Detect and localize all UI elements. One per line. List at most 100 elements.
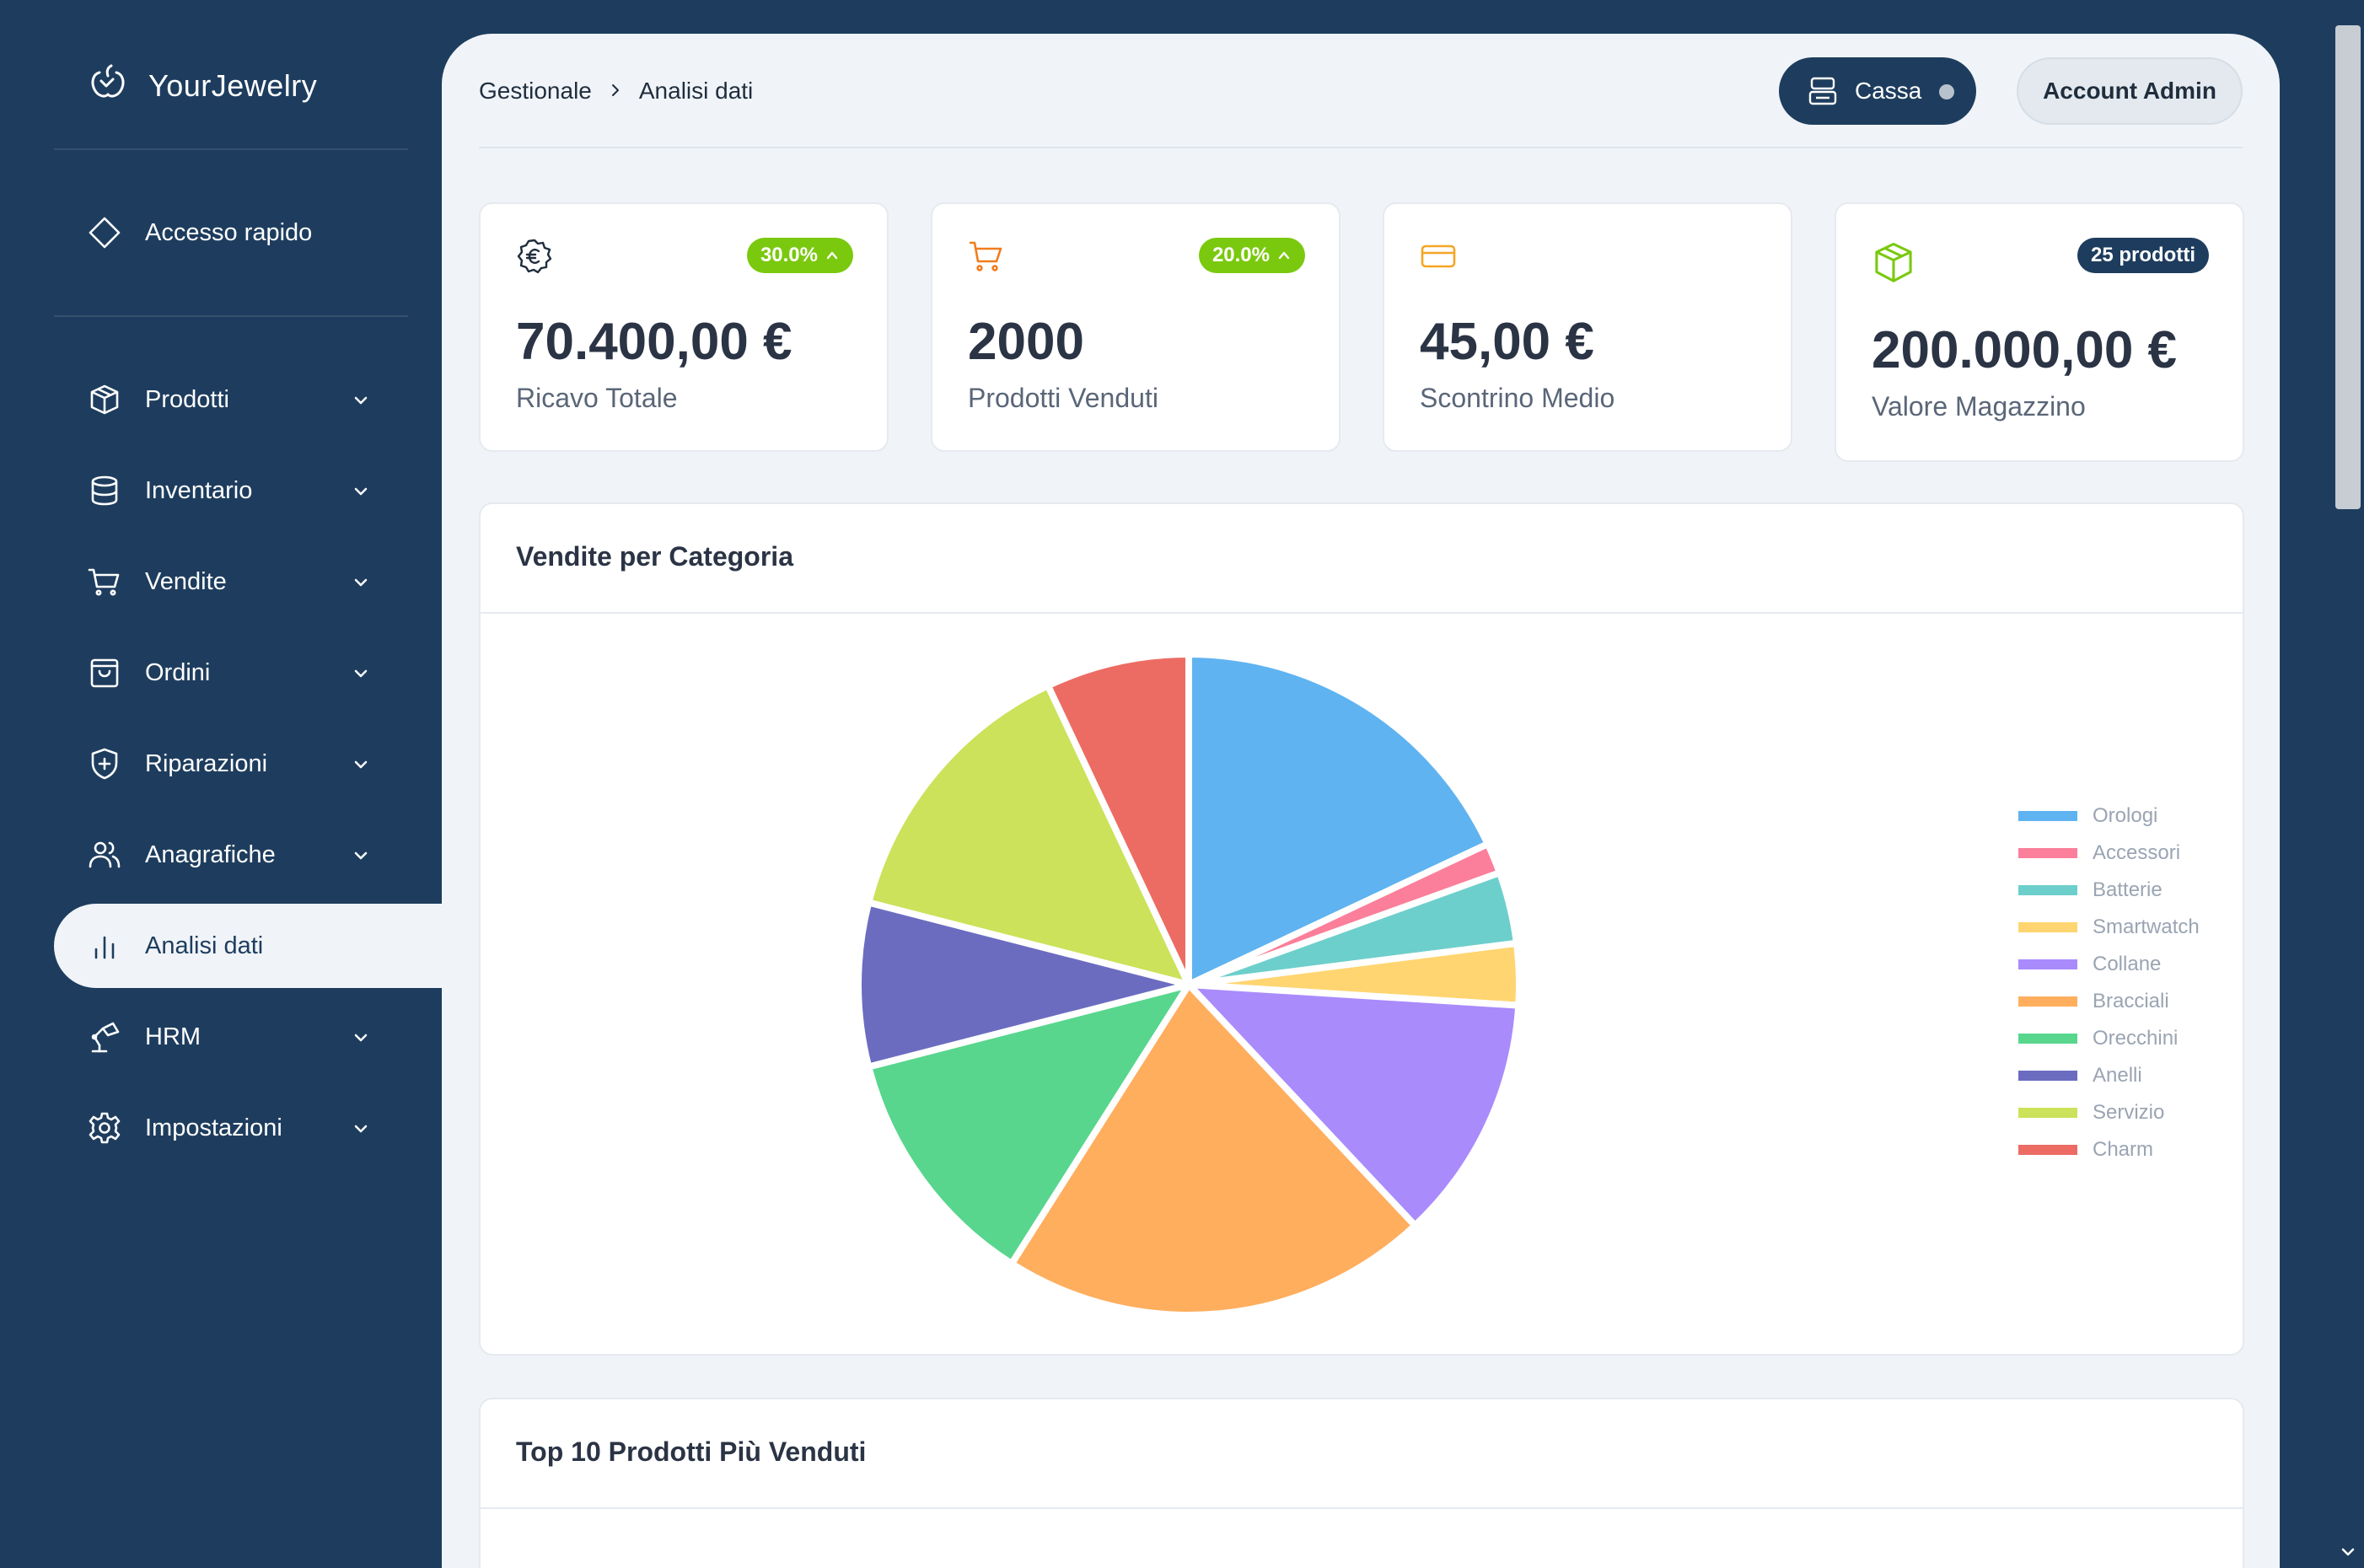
stat-label: Scontrino Medio <box>1420 383 1615 413</box>
sidebar-item-label: Riparazioni <box>145 750 268 777</box>
legend-label: Orologi <box>2093 804 2158 827</box>
sidebar-item-label: Ordini <box>145 659 211 686</box>
legend-item-orologi[interactable]: Orologi <box>2018 799 2157 833</box>
pie-slice-charm[interactable] <box>1045 651 1192 988</box>
legend-label: Anelli <box>2093 1064 2142 1087</box>
sidebar-item-anagrafiche[interactable]: Anagrafiche <box>54 813 442 897</box>
legend-label: Orecchini <box>2093 1027 2179 1050</box>
legend-item-accessori[interactable]: Accessori <box>2018 836 2180 870</box>
chevron-down-icon <box>351 481 371 501</box>
bar-chart-icon <box>88 929 121 963</box>
growth-badge: 30.0% <box>746 238 853 273</box>
pie-slice-collane[interactable] <box>1185 981 1523 1229</box>
app-logo[interactable]: YourJewelry <box>88 61 317 111</box>
sidebar-item-hrm[interactable]: HRM <box>54 995 442 1079</box>
scrollbar-thumb[interactable] <box>2335 25 2361 509</box>
legend-item-bracciali[interactable]: Bracciali <box>2018 985 2169 1018</box>
legend-label: Bracciali <box>2093 990 2169 1012</box>
cassa-label: Cassa <box>1855 78 1922 104</box>
section-title: Vendite per Categoria <box>516 541 793 572</box>
legend-swatch <box>2018 1071 2077 1081</box>
credit-card-icon <box>1420 238 1457 275</box>
chevron-down-icon <box>351 663 371 683</box>
legend-swatch <box>2018 996 2077 1007</box>
chevron-down-icon <box>351 754 371 774</box>
pie-slice-orecchini[interactable] <box>865 981 1192 1267</box>
cassa-button[interactable]: Cassa <box>1779 57 1976 125</box>
section-title: Top 10 Prodotti Più Venduti <box>516 1436 867 1467</box>
breadcrumb-item-gestionale[interactable]: Gestionale <box>479 78 592 104</box>
legend-item-anelli[interactable]: Anelli <box>2018 1059 2142 1093</box>
legend-swatch <box>2018 1034 2077 1044</box>
account-admin-button[interactable]: Account Admin <box>2017 57 2243 125</box>
legend-item-charm[interactable]: Charm <box>2018 1133 2153 1167</box>
users-icon <box>88 838 121 872</box>
chevron-down-icon <box>351 1027 371 1047</box>
cart-icon <box>88 565 121 599</box>
database-icon <box>88 474 121 507</box>
sidebar-item-label: Prodotti <box>145 386 229 413</box>
sidebar-item-impostazioni[interactable]: Impostazioni <box>54 1086 442 1170</box>
legend-label: Batterie <box>2093 878 2163 901</box>
sidebar-divider <box>54 315 408 317</box>
pie-slice-anelli[interactable] <box>855 899 1192 1071</box>
stat-value: 200.000,00 € <box>1872 321 2178 379</box>
stat-value: 70.400,00 € <box>516 313 792 371</box>
header-divider <box>479 147 2243 148</box>
sidebar-item-label: Anagrafiche <box>145 841 276 868</box>
package-icon <box>88 383 121 416</box>
pie-slice-orologi[interactable] <box>1185 651 1491 988</box>
diamond-icon <box>88 216 121 250</box>
gear-icon <box>88 1111 121 1145</box>
chevron-up-icon <box>826 251 838 260</box>
sales-by-category-card: Vendite per Categoria Orologi Accessori Ba… <box>479 502 2244 1356</box>
legend-item-orecchini[interactable]: Orecchini <box>2018 1022 2178 1055</box>
legend-swatch <box>2018 959 2077 969</box>
cart-icon <box>968 238 1005 275</box>
sidebar-item-riparazioni[interactable]: Riparazioni <box>54 722 442 806</box>
shield-plus-icon <box>88 747 121 781</box>
stat-label: Prodotti Venduti <box>968 383 1158 413</box>
stat-label: Valore Magazzino <box>1872 391 2086 422</box>
legend-label: Charm <box>2093 1138 2154 1161</box>
top-products-card: Top 10 Prodotti Più Venduti <box>479 1398 2244 1568</box>
legend-label: Servizio <box>2093 1101 2165 1124</box>
sidebar-item-label: Accesso rapido <box>145 219 313 246</box>
main-panel: Gestionale Analisi dati Cassa Account Ad… <box>442 34 2280 1568</box>
scroll-down-arrow-icon[interactable] <box>2337 1541 2359 1563</box>
sidebar-item-quick-access[interactable]: Accesso rapido <box>54 191 442 275</box>
euro-icon <box>516 238 553 275</box>
legend-item-smartwatch[interactable]: Smartwatch <box>2018 910 2200 944</box>
sidebar-item-label: Analisi dati <box>145 932 264 959</box>
sidebar-item-prodotti[interactable]: Prodotti <box>54 357 442 442</box>
sidebar-item-inventario[interactable]: Inventario <box>54 448 442 533</box>
sidebar-item-ordini[interactable]: Ordini <box>54 631 442 715</box>
cassa-status-dot <box>1939 84 1954 99</box>
growth-badge: 20.0% <box>1198 238 1305 273</box>
chevron-down-icon <box>351 389 371 410</box>
section-divider <box>481 612 2243 614</box>
sidebar-item-vendite[interactable]: Vendite <box>54 540 442 624</box>
jewelry-logo-icon <box>88 62 128 110</box>
stat-card-revenue: 30.0% 70.400,00 € Ricavo Totale <box>479 202 889 452</box>
app-name: YourJewelry <box>148 68 318 103</box>
pie-slice-bracciali[interactable] <box>1007 981 1419 1318</box>
sidebar-item-analisi-dati[interactable]: Analisi dati <box>54 904 442 988</box>
chevron-right-icon <box>607 78 624 105</box>
legend-label: Smartwatch <box>2093 916 2200 938</box>
legend-item-servizio[interactable]: Servizio <box>2018 1096 2164 1130</box>
legend-item-collane[interactable]: Collane <box>2018 948 2161 981</box>
legend-item-batterie[interactable]: Batterie <box>2018 873 2163 907</box>
sidebar: YourJewelry Accesso rapido Prodotti Inve… <box>0 0 442 1568</box>
stat-label: Ricavo Totale <box>516 383 678 413</box>
pie-slice-servizio[interactable] <box>865 682 1192 988</box>
breadcrumb-item-current: Analisi dati <box>638 78 754 104</box>
sidebar-item-label: Vendite <box>145 568 227 595</box>
sidebar-item-label: Inventario <box>145 477 253 504</box>
product-count-badge: 25 prodotti <box>2077 238 2209 273</box>
legend-swatch <box>2018 811 2077 821</box>
chevron-up-icon <box>1278 251 1290 260</box>
cash-register-icon <box>1808 76 1838 106</box>
stat-value: 2000 <box>968 313 1084 371</box>
desk-lamp-icon <box>88 1020 121 1054</box>
